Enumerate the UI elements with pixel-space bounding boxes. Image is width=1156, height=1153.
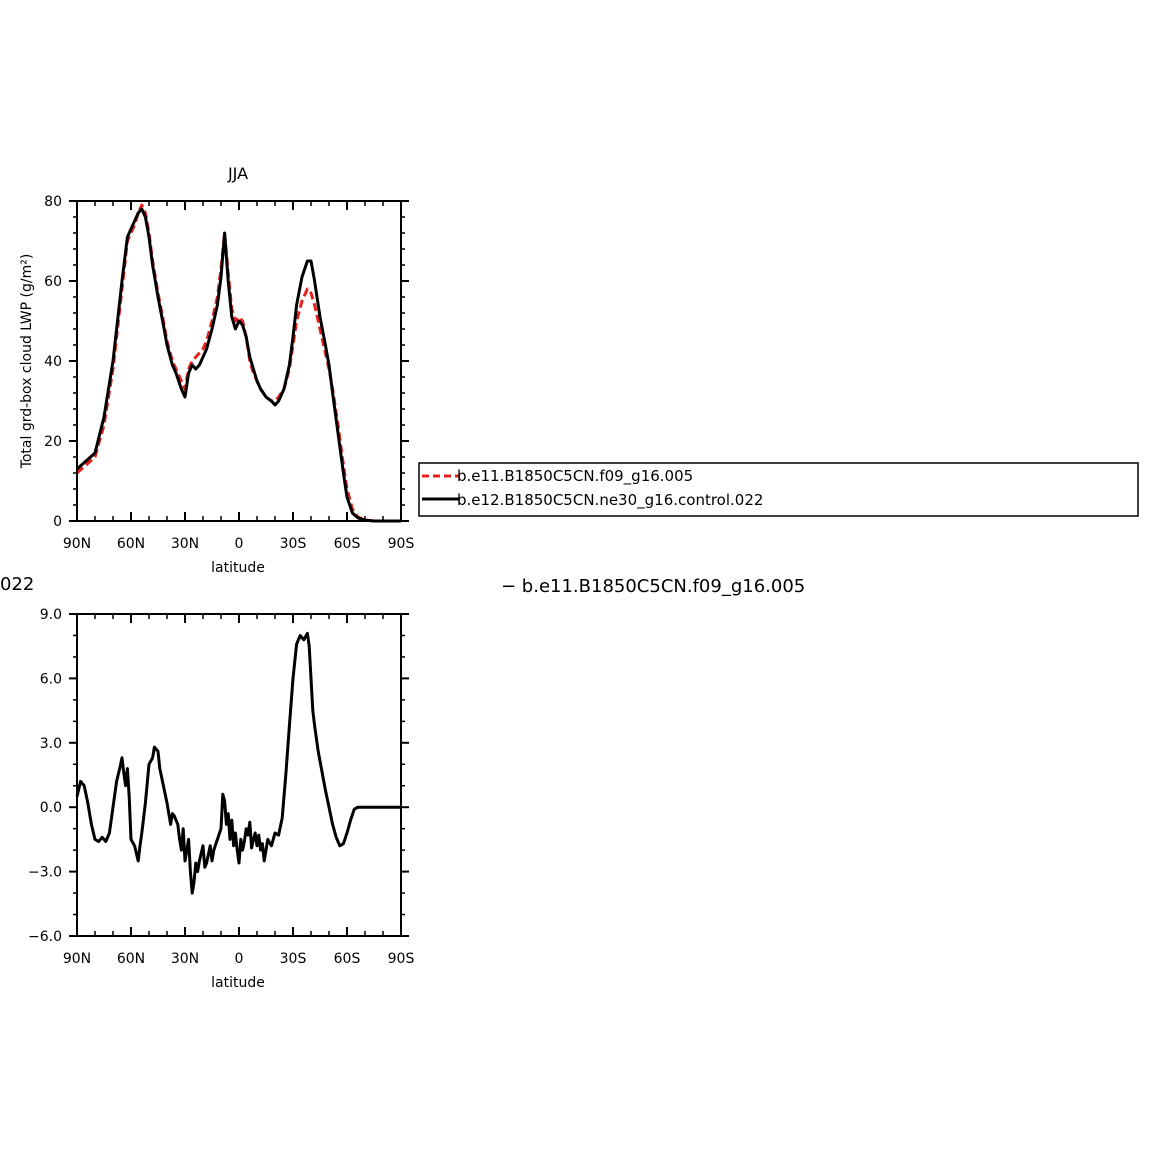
- x-tick-label: 60N: [117, 536, 145, 552]
- x-tick-label: 60S: [334, 951, 361, 967]
- x-tick-labels: 90N 60N 30N 0 30S 60S 90S: [63, 951, 415, 967]
- x-tick-label: 30S: [280, 536, 307, 552]
- x-axis-label: latitude: [211, 560, 265, 576]
- x-tick-label: 30S: [280, 951, 307, 967]
- x-tick-label: 90N: [63, 951, 91, 967]
- y-tick-label: −3.0: [28, 865, 62, 881]
- x-tick-label: 60N: [117, 951, 145, 967]
- tick-marks: [69, 613, 409, 937]
- x-tick-label: 30N: [171, 951, 199, 967]
- y-tick-label: 60: [44, 274, 62, 290]
- x-tick-label: 30N: [171, 536, 199, 552]
- x-tick-label: 90S: [388, 536, 415, 552]
- y-tick-label: 20: [44, 434, 62, 450]
- top-chart: JJA 90N 60N 30N 0 30S 60S 90S 0 20 40 60 80 latitu…: [19, 164, 414, 576]
- x-tick-label: 0: [235, 536, 244, 552]
- y-tick-labels: 0 20 40 60 80: [44, 194, 62, 530]
- y-tick-label: 6.0: [40, 671, 62, 687]
- legend-label-series-2: b.e12.B1850C5CN.ne30_g16.control.022: [457, 491, 763, 510]
- y-tick-label: 80: [44, 194, 62, 210]
- y-tick-labels: −6.0 −3.0 0.0 3.0 6.0 9.0: [28, 607, 62, 945]
- bottom-chart: 90N 60N 30N 0 30S 60S 90S −6.0 −3.0 0.0 3.0 6.0 9.0…: [0, 607, 415, 991]
- legend-frame: [418, 462, 1139, 517]
- y-axis-label: Total grd-box cloud LWP (g/m²): [19, 254, 35, 470]
- legend-label-series-1: b.e11.B1850C5CN.f09_g16.005: [457, 467, 693, 486]
- x-tick-label: 90S: [388, 951, 415, 967]
- y-tick-label: 0.0: [40, 800, 62, 816]
- y-tick-label: 9.0: [40, 607, 62, 623]
- series-lines: [75, 631, 401, 895]
- legend-fragment-text: − b.e11.B1850C5CN.f09_g16.005: [501, 576, 805, 597]
- x-tick-label: 90N: [63, 536, 91, 552]
- x-tick-labels: 90N 60N 30N 0 30S 60S 90S: [63, 536, 415, 552]
- y-tick-label: 3.0: [40, 736, 62, 752]
- series-lines: [76, 203, 401, 523]
- x-axis-label: latitude: [211, 975, 265, 991]
- y-tick-label: 40: [44, 354, 62, 370]
- chart-title: JJA: [227, 164, 248, 183]
- y-axis-label: Total grd-box cloud LWP (g/m²): [0, 667, 15, 883]
- legend: b.e11.B1850C5CN.f09_g16.005 b.e12.B1850C…: [418, 462, 1139, 517]
- x-tick-label: 0: [235, 951, 244, 967]
- y-tick-label: 0: [53, 514, 62, 530]
- series-line-1: [75, 631, 401, 895]
- y-tick-label: −6.0: [28, 929, 62, 945]
- left-fragment-text: 022: [0, 574, 34, 595]
- series-line-2: [76, 207, 401, 523]
- x-tick-label: 60S: [334, 536, 361, 552]
- tick-marks: [69, 200, 409, 522]
